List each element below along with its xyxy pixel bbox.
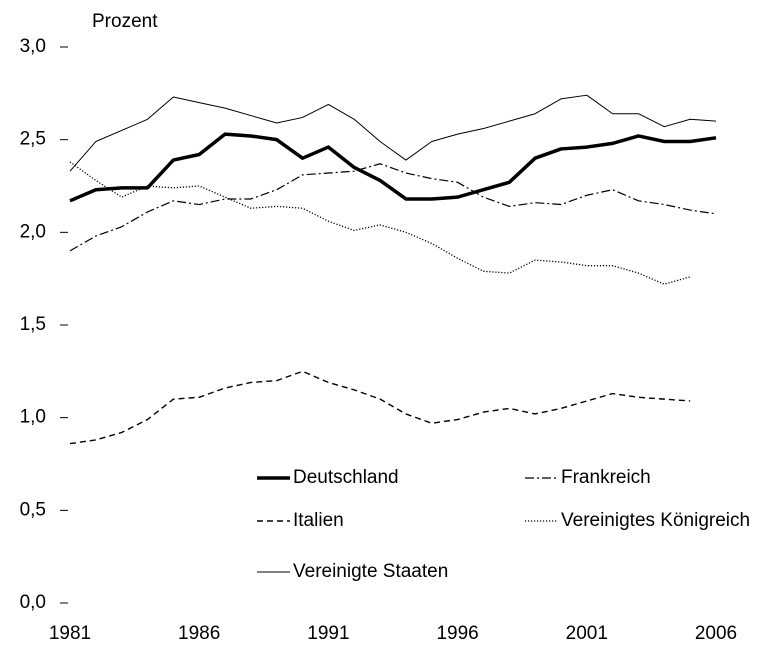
x-tick-label: 1986 [178, 623, 220, 644]
series-line [69, 370, 691, 445]
legend-label: Vereinigtes Königreich [561, 510, 750, 531]
x-tick-label: 1996 [436, 623, 478, 644]
x-tick-label: 2006 [695, 623, 737, 644]
y-tick-label: 1,5 [20, 314, 46, 335]
x-tick-label: 1981 [49, 623, 91, 644]
y-tick-label: 0,5 [20, 499, 46, 520]
series-line [69, 132, 717, 203]
y-tick-label: 2,5 [20, 129, 46, 150]
legend-label: Frankreich [561, 467, 651, 488]
legend-label: Deutschland [293, 467, 399, 488]
x-tick-label: 1991 [307, 623, 349, 644]
series-line [69, 94, 717, 172]
series-line [69, 163, 717, 252]
y-axis-label: Prozent [92, 11, 158, 32]
y-tick-label: 0,0 [20, 592, 46, 613]
legend-label: Vereinigte Staaten [293, 561, 448, 582]
x-tick-label: 2001 [566, 623, 608, 644]
y-tick-label: 3,0 [20, 36, 46, 57]
y-tick-label: 1,0 [20, 407, 46, 428]
y-tick-label: 2,0 [20, 221, 46, 242]
legend-label: Italien [293, 510, 344, 531]
series-line [69, 161, 691, 285]
